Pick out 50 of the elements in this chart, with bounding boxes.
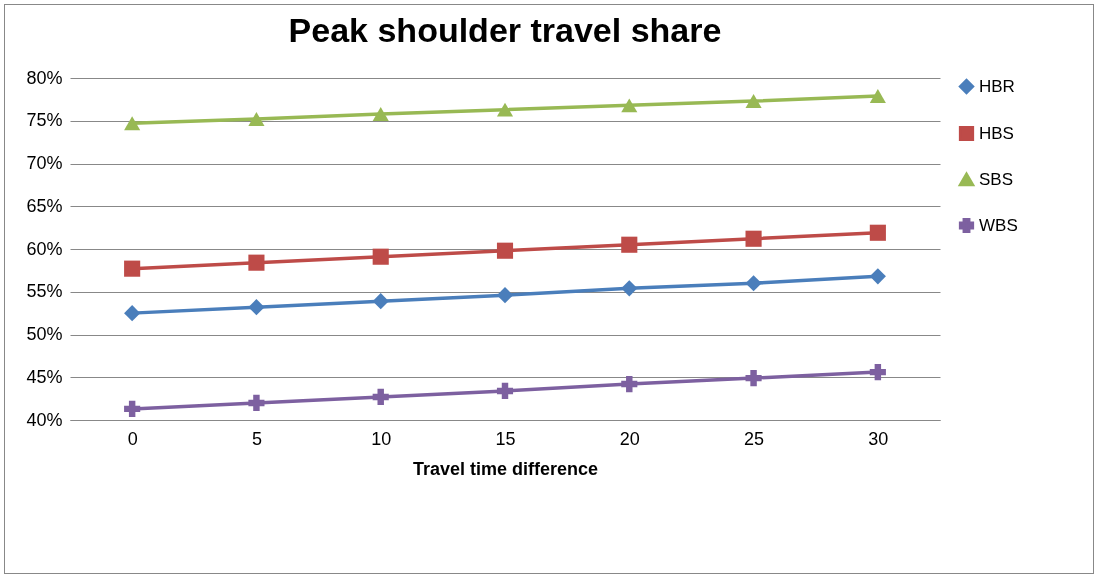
point (496, 102, 514, 117)
point (869, 268, 886, 285)
point (869, 364, 886, 381)
point (621, 98, 638, 113)
x-axis-title: Travel time difference (412, 458, 599, 479)
point (124, 260, 141, 277)
point (248, 394, 265, 411)
point (745, 275, 762, 292)
point (124, 400, 141, 417)
point (745, 370, 762, 387)
chart-title: Peak shoulder travel share (288, 11, 722, 49)
y-tick-label: 80% (26, 67, 63, 88)
point (248, 254, 265, 271)
point (869, 88, 886, 103)
point (124, 305, 141, 322)
point (496, 382, 514, 399)
point (372, 388, 389, 405)
point (621, 236, 638, 253)
point (372, 293, 389, 310)
legend-label: SBS (979, 169, 1014, 189)
point (248, 299, 265, 316)
x-tick-label: 25 (744, 428, 765, 449)
point (372, 106, 389, 121)
y-tick-label: 40% (26, 409, 63, 430)
point (248, 112, 265, 127)
y-tick-label: 75% (26, 110, 63, 131)
legend-label: WBS (979, 215, 1018, 235)
point (745, 94, 762, 109)
x-tick-label: 10 (371, 428, 392, 449)
x-tick-label: 0 (127, 428, 138, 449)
point (496, 242, 514, 259)
point (124, 116, 141, 131)
point (621, 376, 638, 393)
y-tick-label: 65% (26, 195, 63, 216)
y-tick-label: 45% (26, 366, 63, 387)
x-tick-label: 20 (619, 428, 640, 449)
x-tick-label: 5 (251, 428, 262, 449)
y-tick-label: 50% (26, 324, 63, 344)
legend-label: HBR (979, 76, 1015, 96)
point (372, 248, 389, 265)
y-tick-label: 60% (26, 238, 63, 259)
y-tick-label: 70% (26, 153, 63, 173)
point (621, 280, 638, 297)
y-tick-label: 55% (26, 281, 63, 302)
point (496, 287, 514, 304)
legend-label: HBS (979, 123, 1014, 143)
x-tick-label: 30 (868, 428, 889, 449)
x-tick-label: 15 (495, 428, 516, 449)
point (869, 224, 886, 241)
point (745, 230, 762, 247)
